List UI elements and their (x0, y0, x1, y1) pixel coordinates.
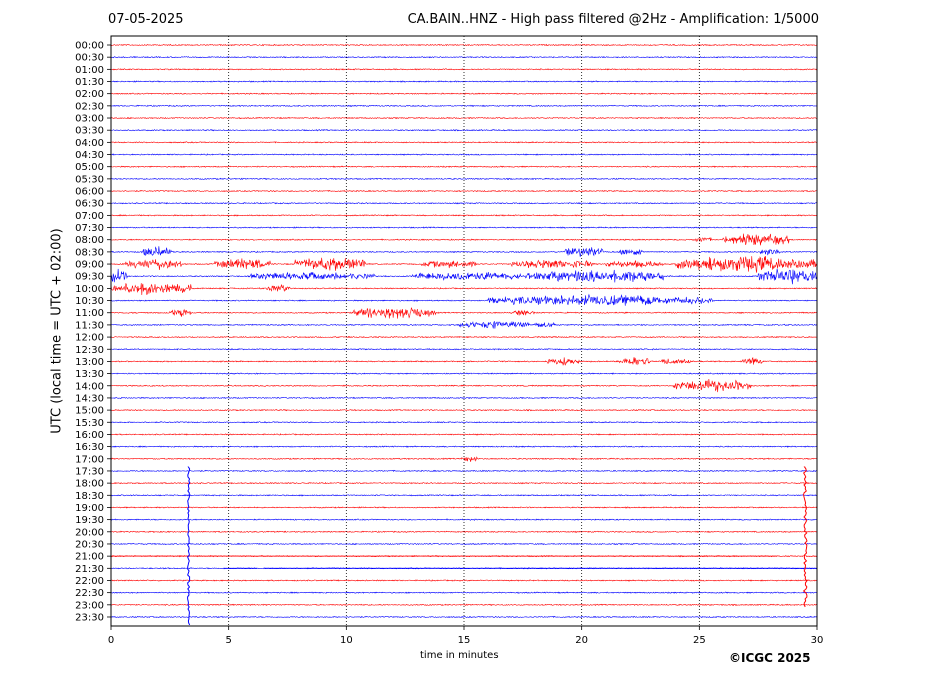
trace-1000 (110, 283, 817, 295)
row-label: 04:30 (75, 150, 104, 161)
row-label: 08:00 (75, 235, 104, 246)
row-label: 18:00 (75, 479, 104, 490)
row-label: 23:30 (75, 612, 104, 623)
trace-1630 (110, 445, 817, 448)
row-label: 03:30 (75, 126, 104, 137)
row-label: 13:00 (75, 357, 104, 368)
trace-0830 (110, 246, 817, 257)
x-tick-label: 15 (458, 635, 471, 646)
trace-1330 (110, 372, 817, 375)
trace-0900 (110, 256, 817, 273)
trace-1500 (110, 408, 817, 412)
trace-0630 (110, 201, 817, 205)
row-label: 03:00 (75, 114, 104, 125)
row-label: 20:30 (75, 539, 104, 550)
trace-1300 (110, 356, 817, 366)
x-tick-label: 30 (811, 635, 824, 646)
row-label: 11:00 (75, 308, 104, 319)
row-label: 16:30 (75, 442, 104, 453)
trace-0400 (110, 141, 817, 144)
row-label: 00:00 (75, 41, 104, 52)
row-label: 01:30 (75, 77, 104, 88)
row-label: 19:30 (75, 515, 104, 526)
row-label: 11:30 (75, 320, 104, 331)
x-tick-label: 10 (340, 635, 353, 646)
row-label: 06:30 (75, 199, 104, 210)
x-axis: 0 5 10 15 20 25 30 (108, 626, 824, 646)
row-label: 08:30 (75, 247, 104, 258)
row-label: 17:30 (75, 466, 104, 477)
vertical-grid-lines (228, 36, 700, 626)
row-label: 22:30 (75, 588, 104, 599)
date-label: 07-05-2025 (108, 12, 184, 27)
trace-0730 (110, 226, 817, 229)
trace-0530 (110, 177, 817, 181)
x-axis-label: time in minutes (420, 650, 499, 661)
row-label: 18:30 (75, 491, 104, 502)
row-label: 05:00 (75, 162, 104, 173)
large-event-1 (802, 466, 808, 608)
row-label: 10:00 (75, 284, 104, 295)
row-label: 12:30 (75, 345, 104, 356)
trace-1400 (110, 379, 817, 393)
row-label: 09:30 (75, 272, 104, 283)
trace-2330 (110, 615, 817, 619)
row-label: 07:00 (75, 211, 104, 222)
row-label: 10:30 (75, 296, 104, 307)
row-label: 15:00 (75, 406, 104, 417)
trace-1230 (110, 348, 817, 351)
row-label: 06:00 (75, 187, 104, 198)
row-label: 02:00 (75, 89, 104, 100)
trace-1700 (110, 456, 817, 462)
row-label: 23:00 (75, 600, 104, 611)
trace-1600 (110, 433, 817, 436)
chart-title: CA.BAIN..HNZ - High pass filtered @2Hz -… (407, 12, 819, 27)
trace-0430 (110, 153, 817, 156)
plot-frame (110, 35, 818, 627)
large-event-0 (187, 466, 191, 626)
row-label: 09:00 (75, 260, 104, 271)
row-label: 13:30 (75, 369, 104, 380)
trace-1530 (110, 421, 817, 424)
row-label: 00:30 (75, 53, 104, 64)
trace-0500 (110, 165, 817, 168)
row-label: 01:00 (75, 65, 104, 76)
x-tick-label: 25 (693, 635, 706, 646)
row-label: 15:30 (75, 418, 104, 429)
row-label: 07:30 (75, 223, 104, 234)
row-label: 21:30 (75, 564, 104, 575)
row-label: 05:30 (75, 174, 104, 185)
row-label: 02:30 (75, 101, 104, 112)
row-label: 20:00 (75, 527, 104, 538)
trace-0800 (110, 233, 817, 246)
row-label: 21:00 (75, 552, 104, 563)
trace-1430 (110, 396, 817, 400)
row-label: 22:00 (75, 576, 104, 587)
trace-0700 (110, 214, 817, 217)
row-label: 17:00 (75, 454, 104, 465)
trace-0330 (110, 129, 817, 132)
trace-0600 (110, 189, 817, 193)
row-label: 14:00 (75, 381, 104, 392)
x-tick-label: 0 (108, 635, 114, 646)
row-label: 14:30 (75, 393, 104, 404)
copyright-label: ©ICGC 2025 (729, 651, 811, 665)
y-axis-label: UTC (local time = UTC + 02:00) (49, 228, 65, 434)
trace-2230 (110, 591, 817, 594)
row-label: 12:00 (75, 333, 104, 344)
trace-2300 (110, 603, 817, 607)
x-tick-label: 20 (575, 635, 588, 646)
x-tick-label: 5 (225, 635, 231, 646)
trace-2200 (110, 579, 817, 582)
row-label: 19:00 (75, 503, 104, 514)
row-label: 16:00 (75, 430, 104, 441)
row-label: 04:00 (75, 138, 104, 149)
